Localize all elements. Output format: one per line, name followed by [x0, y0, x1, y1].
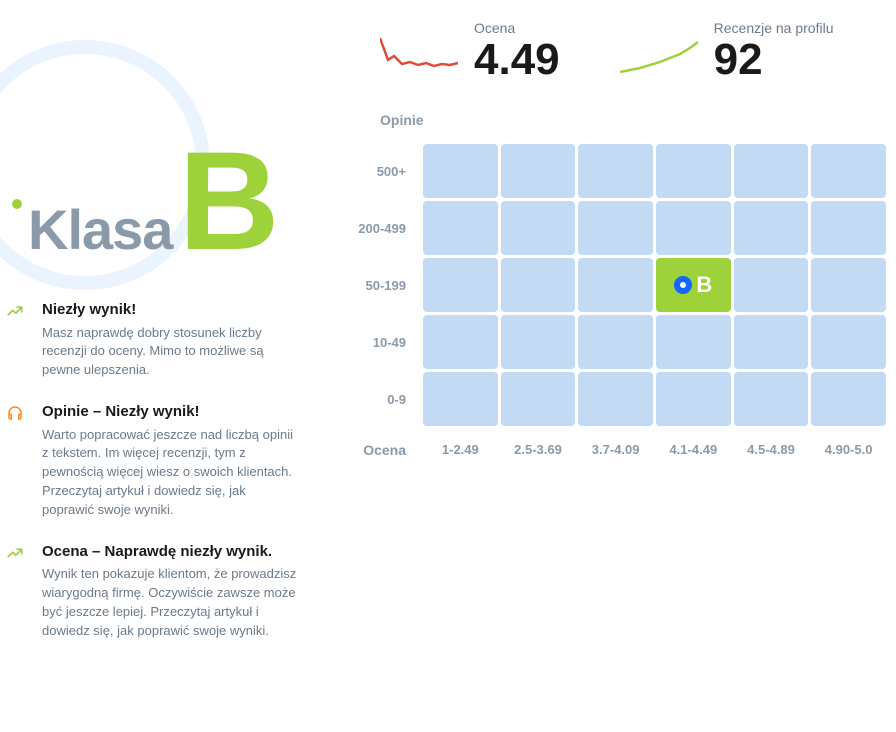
heatmap-y-label: 50-199: [340, 278, 420, 293]
heatmap-cell: B: [656, 258, 731, 312]
heatmap-cell: [656, 315, 731, 369]
tip-title: Ocena – Naprawdę niezły wynik.: [42, 542, 300, 562]
rating-value: 4.49: [474, 38, 560, 82]
dashboard-container: Klasa B Niezły wynik! Masz naprawdę dobry…: [0, 0, 896, 732]
heatmap-x-label: 2.5-3.69: [501, 442, 576, 458]
grade-prefix: Klasa: [28, 197, 172, 262]
tip-icon: [6, 544, 28, 641]
heatmap-cell: [734, 372, 809, 426]
heatmap-cell: [811, 372, 886, 426]
heatmap-cell: [811, 315, 886, 369]
rating-label: Ocena: [474, 20, 560, 36]
tip-text: Warto popracować jeszcze nad liczbą opin…: [42, 426, 300, 520]
tip-body: Opinie – Niezły wynik! Warto popracować j…: [42, 402, 310, 520]
heatmap-x-label: 1-2.49: [423, 442, 498, 458]
heatmap-cell: [578, 201, 653, 255]
metrics-row: Ocena 4.49 Recenzje na profilu 92: [340, 20, 886, 82]
heatmap-cell: [423, 201, 498, 255]
heatmap-x-row: Ocena 1-2.492.5-3.693.7-4.094.1-4.494.5-…: [340, 442, 886, 458]
grade-badge: Klasa B: [0, 20, 310, 270]
heatmap-y-label: 200-499: [340, 221, 420, 236]
left-column: Klasa B Niezły wynik! Masz naprawdę dobry…: [0, 0, 320, 732]
heatmap-cell: [423, 258, 498, 312]
heatmap-cell: [423, 372, 498, 426]
heatmap: Opinie 500+ 200-499 50-199 B 10-49 0-9 Ocena …: [340, 112, 886, 458]
tip-item: Ocena – Naprawdę niezły wynik. Wynik ten …: [6, 542, 310, 641]
reviews-sparkline: [620, 32, 700, 82]
heatmap-cell: [578, 315, 653, 369]
heatmap-cell: [501, 372, 576, 426]
rating-sparkline: [380, 32, 460, 82]
heatmap-marker-icon: [674, 276, 692, 294]
grade-dot-icon: [12, 199, 22, 209]
heatmap-cell: [501, 315, 576, 369]
metric-rating: Ocena 4.49: [380, 20, 560, 82]
grade-letter: B: [178, 145, 279, 257]
heatmap-y-label: 0-9: [340, 392, 420, 407]
tip-icon: [6, 302, 28, 380]
metric-reviews: Recenzje na profilu 92: [620, 20, 834, 82]
heatmap-x-label: 4.1-4.49: [656, 442, 731, 458]
tip-body: Niezły wynik! Masz naprawdę dobry stosune…: [42, 300, 310, 380]
tips-list: Niezły wynik! Masz naprawdę dobry stosune…: [0, 300, 310, 641]
heatmap-y-title: Opinie: [380, 112, 886, 128]
heatmap-marker-letter: B: [696, 272, 712, 298]
heatmap-cell: [578, 144, 653, 198]
heatmap-cell: [734, 315, 809, 369]
heatmap-cell: [423, 144, 498, 198]
trend-up-icon: [6, 544, 24, 562]
grade-text: Klasa B: [12, 145, 280, 262]
headphones-icon: [6, 404, 24, 422]
heatmap-cell: [501, 201, 576, 255]
heatmap-cell: [578, 258, 653, 312]
reviews-label: Recenzje na profilu: [714, 20, 834, 36]
heatmap-cell: [656, 201, 731, 255]
heatmap-cell: [656, 372, 731, 426]
heatmap-cell: [734, 201, 809, 255]
tip-text: Masz naprawdę dobry stosunek liczby rece…: [42, 324, 300, 381]
rating-spark-path: [380, 38, 458, 66]
heatmap-cell: [734, 144, 809, 198]
reviews-spark-path: [620, 42, 698, 72]
heatmap-x-label: 3.7-4.09: [578, 442, 653, 458]
tip-item: Opinie – Niezły wynik! Warto popracować j…: [6, 402, 310, 520]
heatmap-cell: [501, 144, 576, 198]
tip-title: Niezły wynik!: [42, 300, 300, 320]
reviews-value: 92: [714, 38, 834, 82]
heatmap-y-label: 500+: [340, 164, 420, 179]
tip-text: Wynik ten pokazuje klientom, że prowadzi…: [42, 565, 300, 640]
heatmap-cell: [501, 258, 576, 312]
heatmap-x-label: 4.90-5.0: [811, 442, 886, 458]
heatmap-cell: [578, 372, 653, 426]
tip-body: Ocena – Naprawdę niezły wynik. Wynik ten …: [42, 542, 310, 641]
tip-icon: [6, 404, 28, 520]
trend-up-icon: [6, 302, 24, 320]
heatmap-cell: [423, 315, 498, 369]
tip-item: Niezły wynik! Masz naprawdę dobry stosune…: [6, 300, 310, 380]
right-column: Ocena 4.49 Recenzje na profilu 92 Opinie…: [320, 0, 896, 732]
tip-title: Opinie – Niezły wynik!: [42, 402, 300, 422]
heatmap-cell: [811, 201, 886, 255]
heatmap-x-title: Ocena: [340, 442, 420, 458]
heatmap-x-label: 4.5-4.89: [734, 442, 809, 458]
heatmap-cell: [811, 258, 886, 312]
heatmap-cell: [734, 258, 809, 312]
heatmap-cell: [811, 144, 886, 198]
heatmap-cell: [656, 144, 731, 198]
heatmap-y-label: 10-49: [340, 335, 420, 350]
heatmap-grid: 500+ 200-499 50-199 B 10-49 0-9: [340, 144, 886, 426]
